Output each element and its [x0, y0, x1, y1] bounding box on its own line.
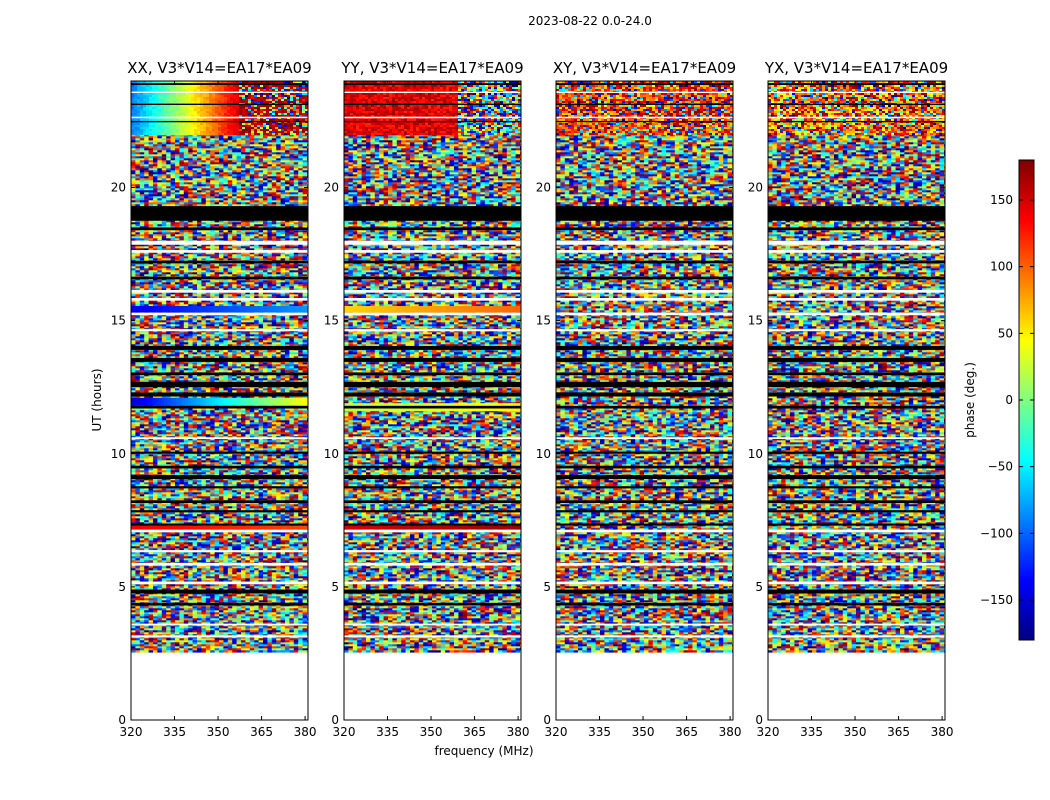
- y-tick-label: 20: [111, 181, 126, 195]
- axes-frame: [767, 80, 946, 721]
- y-tick-label: 15: [536, 314, 551, 328]
- y-tick-label: 20: [536, 181, 551, 195]
- y-tick-label: 10: [111, 447, 126, 461]
- colorbar-tick-label: −100: [980, 526, 1013, 540]
- phase-heatmap-xy: [556, 81, 733, 720]
- x-tick-label: 365: [463, 725, 486, 739]
- panel-xx: [130, 80, 309, 721]
- colorbar-tick-label: 0: [1005, 393, 1013, 407]
- colorbar: [1018, 159, 1035, 641]
- axes-frame: [343, 80, 522, 721]
- x-tick-label: 350: [420, 725, 443, 739]
- y-tick-label: 5: [118, 580, 126, 594]
- x-tick-label: 350: [632, 725, 655, 739]
- y-tick-label: 5: [755, 580, 763, 594]
- y-tick-label: 15: [324, 314, 339, 328]
- axes-frame: [130, 80, 309, 721]
- y-tick-label: 5: [543, 580, 551, 594]
- panel-yy: [343, 80, 522, 721]
- y-tick-label: 15: [748, 314, 763, 328]
- x-axis-label: frequency (MHz): [434, 744, 533, 758]
- y-tick-label: 20: [324, 181, 339, 195]
- colorbar-label: phase (deg.): [963, 362, 977, 438]
- y-axis-label: UT (hours): [90, 368, 104, 431]
- y-tick-label: 10: [536, 447, 551, 461]
- colorbar-tick-label: 150: [990, 193, 1013, 207]
- x-tick-label: 380: [719, 725, 742, 739]
- x-tick-label: 335: [163, 725, 186, 739]
- panel-xy: [555, 80, 734, 721]
- x-tick-label: 335: [588, 725, 611, 739]
- x-tick-label: 335: [376, 725, 399, 739]
- y-tick-label: 0: [543, 713, 551, 727]
- panel-title: YY, V3*V14=EA17*EA09: [340, 59, 523, 77]
- colorbar-tick-label: 50: [998, 326, 1013, 340]
- colorbar-tick-label: −50: [988, 460, 1013, 474]
- x-tick-label: 335: [800, 725, 823, 739]
- phase-heatmap-yx: [768, 81, 945, 720]
- panel-title: XY, V3*V14=EA17*EA09: [553, 59, 736, 77]
- panel-title: XX, V3*V14=EA17*EA09: [127, 59, 311, 77]
- y-tick-label: 5: [331, 580, 339, 594]
- x-tick-label: 350: [844, 725, 867, 739]
- y-tick-label: 0: [118, 713, 126, 727]
- y-tick-label: 0: [331, 713, 339, 727]
- x-tick-label: 320: [120, 725, 143, 739]
- x-tick-label: 365: [887, 725, 910, 739]
- colorbar-tick-label: 100: [990, 260, 1013, 274]
- x-tick-label: 320: [757, 725, 780, 739]
- x-tick-label: 365: [675, 725, 698, 739]
- figure-title: 2023-08-22 0.0-24.0: [0, 14, 1050, 28]
- panel-title: YX, V3*V14=EA17*EA09: [764, 59, 948, 77]
- panel-yx: [767, 80, 946, 721]
- x-tick-label: 320: [333, 725, 356, 739]
- x-tick-label: 365: [250, 725, 273, 739]
- y-tick-label: 10: [748, 447, 763, 461]
- phase-heatmap-xx: [131, 81, 308, 720]
- y-tick-label: 0: [755, 713, 763, 727]
- x-tick-label: 350: [207, 725, 230, 739]
- x-tick-label: 320: [545, 725, 568, 739]
- y-tick-label: 10: [324, 447, 339, 461]
- axes-frame: [555, 80, 734, 721]
- x-tick-label: 380: [294, 725, 317, 739]
- y-tick-label: 20: [748, 181, 763, 195]
- colorbar-tick-label: −150: [980, 593, 1013, 607]
- x-tick-label: 380: [507, 725, 530, 739]
- x-tick-label: 380: [931, 725, 954, 739]
- phase-heatmap-yy: [344, 81, 521, 720]
- y-tick-label: 15: [111, 314, 126, 328]
